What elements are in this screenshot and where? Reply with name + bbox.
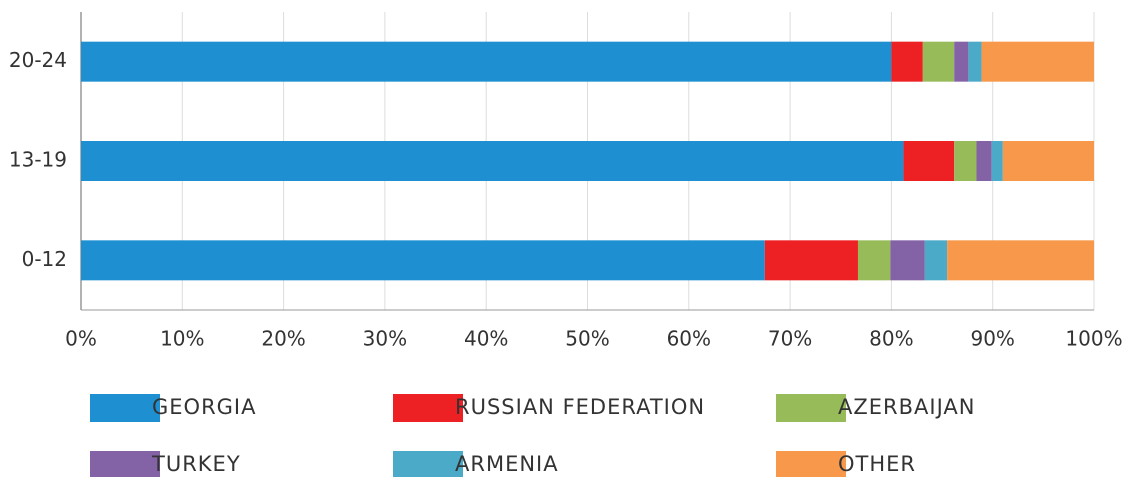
x-tick-label: 100%: [1065, 327, 1122, 351]
bar-segment: [991, 141, 1003, 181]
x-tick-label: 80%: [869, 327, 913, 351]
legend-swatch: [393, 394, 463, 422]
bar-segment: [954, 41, 969, 82]
bar-segment: [954, 141, 977, 181]
x-tick-label: 40%: [464, 327, 508, 351]
bar-segment: [81, 240, 765, 281]
bar-segment: [924, 240, 948, 281]
bar-segment: [890, 240, 925, 281]
x-tick-label: 60%: [667, 327, 711, 351]
x-tick-label: 70%: [768, 327, 812, 351]
legend-swatch: [776, 394, 846, 422]
y-tick-label: 20-24: [9, 48, 67, 72]
legend-swatch: [90, 451, 160, 477]
bar-segment: [857, 240, 891, 281]
legend-swatch: [393, 451, 463, 477]
legend-label: OTHER: [838, 452, 916, 476]
legend-label: GEORGIA: [152, 395, 257, 419]
y-tick-label: 13-19: [9, 148, 67, 172]
bar-segment: [947, 240, 1094, 281]
bar-segment: [891, 41, 923, 82]
legend-label: TURKEY: [151, 452, 241, 476]
bar-segment: [81, 41, 892, 82]
bar-segment: [1002, 141, 1094, 181]
bar-segment: [764, 240, 858, 281]
x-tick-label: 30%: [363, 327, 407, 351]
bar-segment: [81, 141, 904, 181]
bar-segment: [903, 141, 955, 181]
legend-label: ARMENIA: [455, 452, 559, 476]
x-tick-label: 90%: [970, 327, 1014, 351]
x-tick-label: 20%: [261, 327, 305, 351]
bar-segment: [976, 141, 992, 181]
y-tick-label: 0-12: [22, 247, 67, 271]
legend-label: RUSSIAN FEDERATION: [455, 395, 705, 419]
x-tick-label: 10%: [160, 327, 204, 351]
legend-swatch: [776, 451, 846, 477]
x-tick-label: 0%: [65, 327, 97, 351]
bar-segment: [981, 41, 1094, 82]
legend-swatch: [90, 394, 160, 422]
x-tick-label: 50%: [565, 327, 609, 351]
bar-segment: [968, 41, 982, 82]
bar-segment: [922, 41, 955, 82]
legend-label: AZERBAIJAN: [838, 395, 975, 419]
